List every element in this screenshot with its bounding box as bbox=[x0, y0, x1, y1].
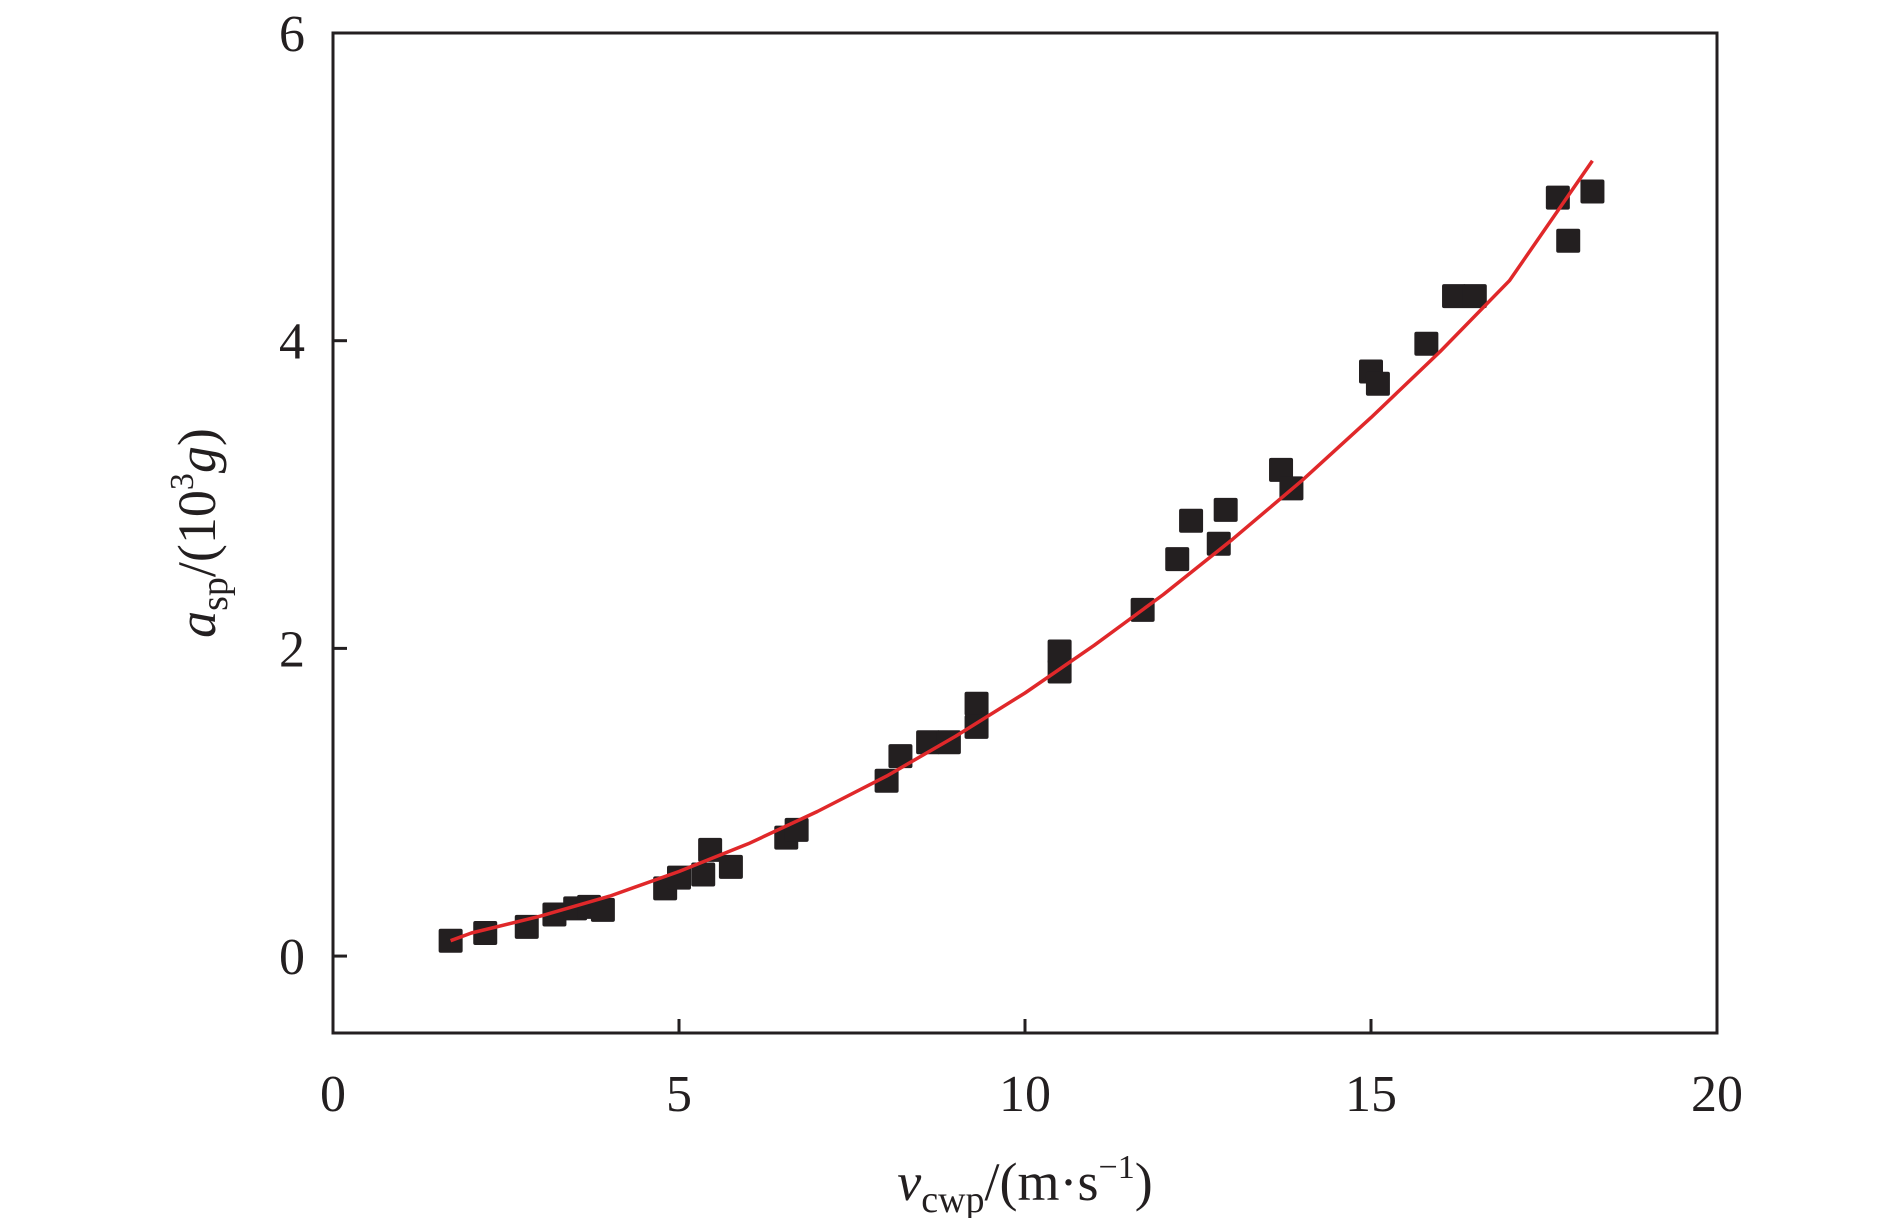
data-point bbox=[1179, 509, 1203, 533]
plot-frame bbox=[333, 33, 1717, 1033]
fit-curve bbox=[451, 161, 1593, 941]
data-point bbox=[719, 855, 743, 879]
data-point bbox=[1414, 332, 1438, 356]
data-point bbox=[1556, 229, 1580, 253]
data-point bbox=[1214, 498, 1238, 522]
x-axis-title: vcwp/(m·s−1) bbox=[897, 1149, 1152, 1218]
series-layer bbox=[439, 161, 1605, 953]
data-point bbox=[1580, 179, 1604, 203]
y-tick-label: 2 bbox=[279, 621, 305, 678]
y-tick-label: 0 bbox=[279, 929, 305, 986]
data-point bbox=[1366, 372, 1390, 396]
y-tick-label: 6 bbox=[279, 6, 305, 63]
x-axis-ticks: 0 5 10 15 20 bbox=[320, 1019, 1743, 1123]
data-point bbox=[1442, 284, 1466, 308]
x-tick-label: 0 bbox=[320, 1066, 346, 1123]
y-tick-label: 4 bbox=[279, 314, 305, 371]
x-tick-label: 10 bbox=[999, 1066, 1051, 1123]
x-tick-label: 20 bbox=[1691, 1066, 1743, 1123]
x-tick-label: 15 bbox=[1345, 1066, 1397, 1123]
x-tick-label: 5 bbox=[666, 1066, 692, 1123]
data-point bbox=[1165, 547, 1189, 571]
y-axis-ticks: 0 2 4 6 bbox=[279, 6, 347, 986]
data-point bbox=[1463, 284, 1487, 308]
data-point bbox=[965, 692, 989, 716]
y-axis-title: asp/(103g) bbox=[164, 428, 236, 638]
